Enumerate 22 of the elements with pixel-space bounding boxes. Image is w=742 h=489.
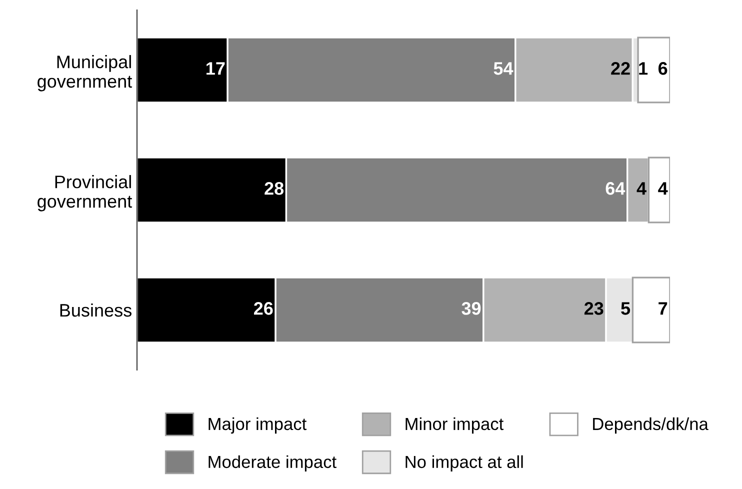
legend-label: Minor impact: [406, 417, 504, 434]
y-tick-label: Municipal government: [38, 55, 132, 92]
data-label: 17: [206, 62, 225, 75]
y-tick-label: Business: [60, 303, 132, 317]
legend-label: No impact at all: [406, 455, 523, 472]
data-label: 6: [658, 62, 668, 75]
data-label: 4: [658, 182, 668, 195]
legend-label: Moderate impact: [208, 455, 336, 472]
data-label: 7: [658, 302, 668, 315]
data-label: 28: [264, 182, 284, 195]
data-label: 22: [611, 62, 630, 75]
data-label: 39: [462, 302, 481, 315]
data-label: 5: [621, 302, 630, 315]
data-label: 64: [606, 182, 626, 195]
legend-label: Major impact: [208, 417, 307, 434]
legend-label: Depends/dk/na: [593, 417, 708, 434]
data-label: 26: [254, 302, 273, 315]
y-tick-label: Provincial government: [38, 175, 132, 212]
data-label: 54: [494, 62, 514, 75]
data-label: 4: [636, 182, 646, 195]
data-label: 1: [639, 62, 648, 75]
data-label: 23: [584, 302, 604, 315]
